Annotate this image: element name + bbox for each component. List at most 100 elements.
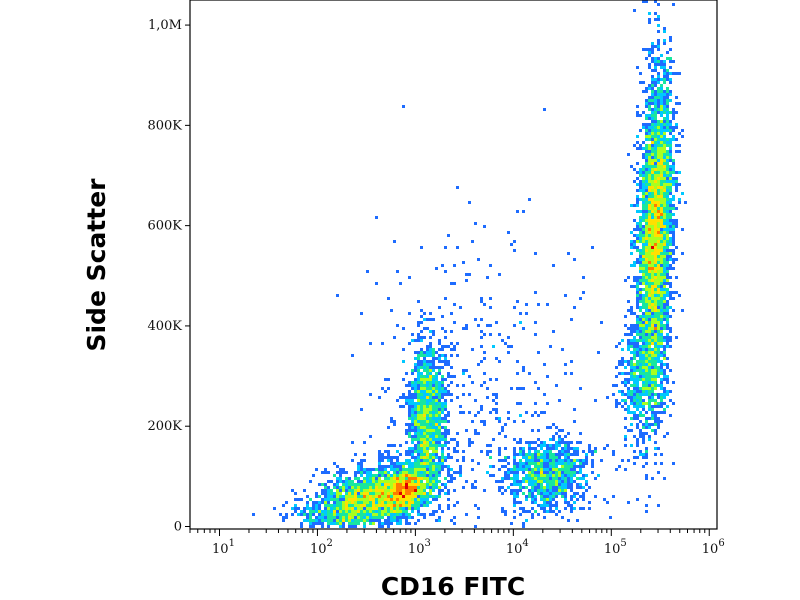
event-density-cell — [396, 498, 399, 501]
event-density-cell — [546, 489, 549, 492]
event-density-cell — [432, 513, 435, 516]
event-density-cell — [651, 42, 654, 45]
event-density-cell — [429, 351, 432, 354]
event-density-cell — [426, 504, 429, 507]
event-density-cell — [648, 381, 651, 384]
event-density-cell — [435, 384, 438, 387]
event-density-cell — [642, 255, 645, 258]
event-density-cell — [648, 369, 651, 372]
event-density-cell — [663, 177, 666, 180]
event-density-cell — [657, 96, 660, 99]
event-density-cell — [654, 12, 657, 15]
event-density-cell — [678, 201, 681, 204]
event-density-cell — [417, 462, 420, 465]
event-density-cell — [435, 471, 438, 474]
event-density-cell — [639, 267, 642, 270]
event-density-cell — [318, 495, 321, 498]
event-density-cell — [630, 252, 633, 255]
event-density-cell — [654, 81, 657, 84]
event-density-cell — [435, 405, 438, 408]
event-density-cell — [669, 186, 672, 189]
event-density-cell — [663, 216, 666, 219]
event-density-cell — [648, 327, 651, 330]
event-density-cell — [651, 390, 654, 393]
event-density-cell — [462, 384, 465, 387]
event-density-cell — [642, 321, 645, 324]
event-density-cell — [399, 396, 402, 399]
event-density-cell — [420, 483, 423, 486]
event-density-cell — [537, 471, 540, 474]
event-density-cell — [657, 264, 660, 267]
event-density-cell — [387, 453, 390, 456]
event-density-cell — [405, 384, 408, 387]
event-density-cell — [663, 81, 666, 84]
event-density-cell — [636, 189, 639, 192]
event-density-cell — [396, 483, 399, 486]
event-density-cell — [672, 126, 675, 129]
event-density-cell — [654, 264, 657, 267]
event-density-cell — [639, 198, 642, 201]
event-density-cell — [375, 510, 378, 513]
event-density-cell — [510, 468, 513, 471]
event-density-cell — [663, 300, 666, 303]
event-density-cell — [435, 411, 438, 414]
event-density-cell — [630, 399, 633, 402]
event-density-cell — [639, 306, 642, 309]
event-density-cell — [351, 516, 354, 519]
event-density-cell — [657, 330, 660, 333]
event-density-cell — [519, 486, 522, 489]
event-density-cell — [654, 291, 657, 294]
event-density-cell — [546, 483, 549, 486]
event-density-cell — [429, 477, 432, 480]
event-density-cell — [432, 318, 435, 321]
event-density-cell — [429, 354, 432, 357]
event-density-cell — [651, 183, 654, 186]
event-density-cell — [417, 372, 420, 375]
event-density-cell — [540, 498, 543, 501]
event-density-cell — [642, 225, 645, 228]
event-density-cell — [441, 396, 444, 399]
event-density-cell — [666, 279, 669, 282]
event-density-cell — [327, 480, 330, 483]
event-density-cell — [516, 465, 519, 468]
event-density-cell — [549, 468, 552, 471]
event-density-cell — [639, 411, 642, 414]
event-density-cell — [675, 219, 678, 222]
event-density-cell — [417, 480, 420, 483]
event-density-cell — [642, 324, 645, 327]
event-density-cell — [423, 336, 426, 339]
event-density-cell — [648, 387, 651, 390]
event-density-cell — [642, 90, 645, 93]
event-density-cell — [633, 336, 636, 339]
event-density-cell — [411, 450, 414, 453]
event-density-cell — [663, 66, 666, 69]
event-density-cell — [549, 489, 552, 492]
event-density-cell — [519, 387, 522, 390]
event-density-cell — [666, 120, 669, 123]
event-density-cell — [564, 459, 567, 462]
event-density-cell — [645, 456, 648, 459]
event-density-cell — [477, 516, 480, 519]
event-density-cell — [573, 420, 576, 423]
event-density-cell — [660, 393, 663, 396]
event-density-cell — [654, 441, 657, 444]
event-density-cell — [639, 255, 642, 258]
event-density-cell — [417, 387, 420, 390]
event-density-cell — [678, 294, 681, 297]
event-density-cell — [645, 375, 648, 378]
event-density-cell — [642, 423, 645, 426]
event-density-cell — [657, 24, 660, 27]
event-density-cell — [408, 381, 411, 384]
event-density-cell — [402, 405, 405, 408]
event-density-cell — [648, 258, 651, 261]
event-density-cell — [657, 150, 660, 153]
event-density-cell — [393, 471, 396, 474]
event-density-cell — [651, 171, 654, 174]
event-density-cell — [642, 399, 645, 402]
event-density-cell — [666, 177, 669, 180]
event-density-cell — [297, 513, 300, 516]
event-density-cell — [525, 459, 528, 462]
event-density-cell — [645, 369, 648, 372]
event-density-cell — [573, 474, 576, 477]
event-density-cell — [399, 486, 402, 489]
